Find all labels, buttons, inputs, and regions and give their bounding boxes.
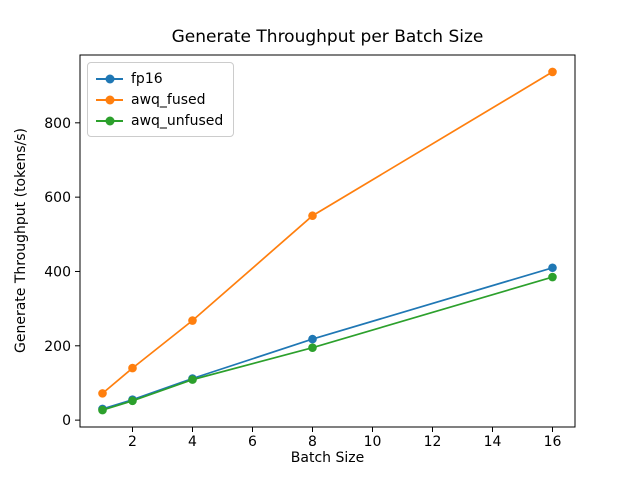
x-tick-label: 16	[544, 434, 562, 450]
legend-dot-swatch	[105, 74, 114, 83]
series-point-fp16	[548, 263, 557, 273]
y-tick-label: 0	[62, 413, 71, 429]
x-tick-label: 6	[248, 434, 257, 450]
x-tick-label: 12	[424, 434, 442, 450]
y-tick-label: 400	[44, 264, 71, 280]
legend-label-fp16: fp16	[131, 70, 163, 87]
x-axis-label: Batch Size	[290, 450, 365, 466]
legend-item-awq-fused: awq_fused	[96, 89, 223, 110]
legend: fp16 awq_fused awq_unfused	[87, 62, 235, 137]
legend-marker-awq-fused	[96, 94, 123, 105]
legend-item-awq-unfused: awq_unfused	[96, 110, 223, 131]
legend-marker-fp16	[96, 73, 123, 84]
series-point-awq_unfused	[98, 405, 107, 415]
legend-item-fp16: fp16	[96, 68, 223, 89]
legend-dot-swatch	[105, 116, 114, 125]
x-tick-label: 2	[128, 434, 137, 450]
series-point-fp16	[308, 334, 317, 344]
legend-marker-awq-unfused	[96, 115, 123, 126]
series-point-awq_fused	[308, 211, 317, 221]
x-tick-label: 8	[308, 434, 317, 450]
legend-dot-swatch	[105, 95, 114, 104]
series-point-awq_fused	[98, 389, 107, 398]
series-point-awq_fused	[188, 316, 197, 325]
series-point-awq_unfused	[548, 272, 557, 282]
y-tick-label: 800	[44, 116, 71, 132]
series-point-awq_unfused	[188, 375, 197, 384]
series-point-awq_unfused	[308, 343, 317, 352]
plot-border	[79, 54, 576, 428]
legend-label-awq-fused: awq_fused	[131, 91, 206, 108]
series-point-awq_fused	[128, 363, 137, 373]
series-line-awq_unfused	[102, 276, 553, 411]
y-tick-label: 600	[44, 190, 71, 206]
y-tick-label: 200	[44, 339, 71, 355]
x-tick-label: 4	[188, 434, 197, 450]
x-tick-label: 14	[484, 434, 502, 450]
series-point-awq_unfused	[128, 396, 137, 406]
x-tick-label: 10	[364, 434, 382, 450]
chart-title: Generate Throughput per Batch Size	[171, 27, 484, 47]
series-point-awq_fused	[548, 67, 557, 77]
y-axis-label: Generate Throughput (tokens/s)	[13, 128, 29, 354]
legend-label-awq-unfused: awq_unfused	[131, 112, 224, 129]
